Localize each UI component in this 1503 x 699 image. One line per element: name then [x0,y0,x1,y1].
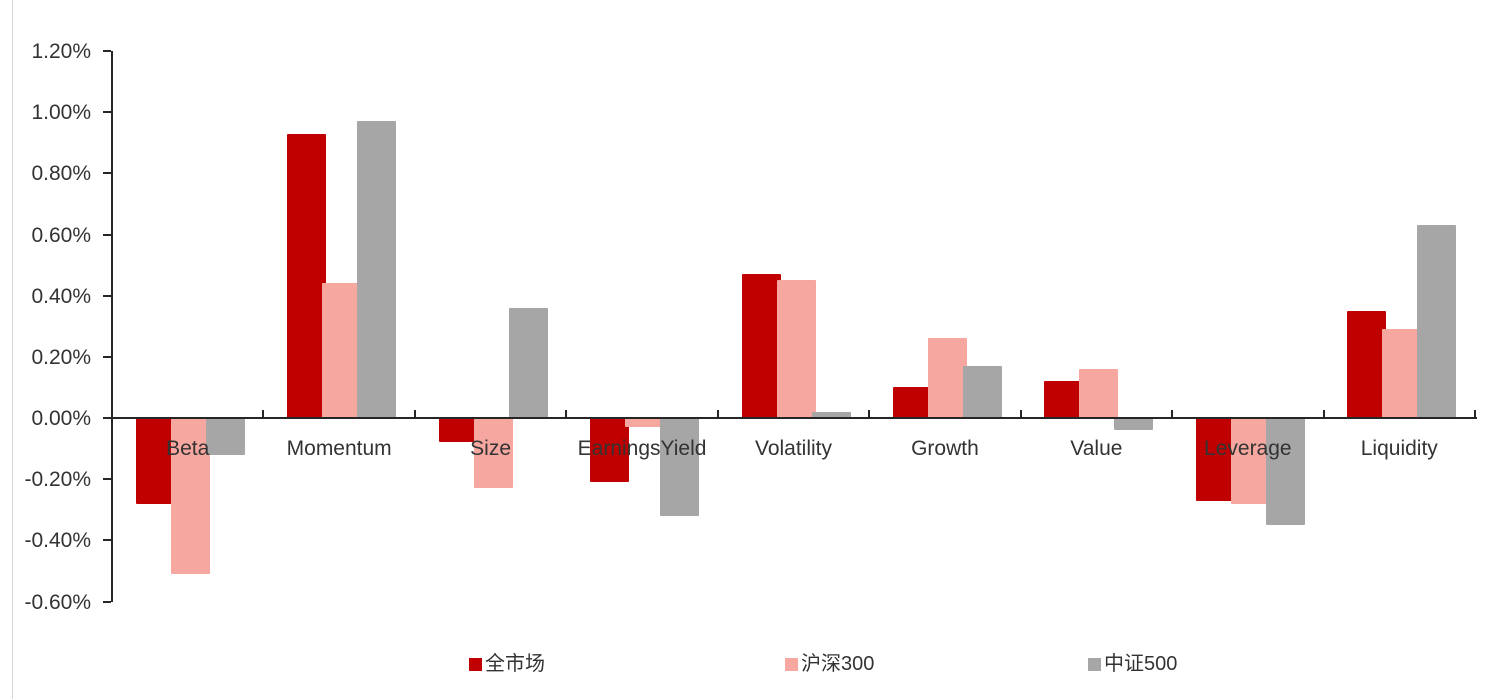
x-axis-tick [565,410,568,417]
legend-item-series0: 全市场 [469,654,545,674]
bar-momentum-series0 [287,133,327,418]
y-axis-label: -0.20% [24,468,91,492]
y-axis-label: 0.60% [31,223,91,247]
bar-earningsyield-series0 [590,418,630,483]
bar-value-series2 [1114,418,1154,431]
y-axis-label: 0.80% [31,162,91,186]
y-axis-label: -0.40% [24,529,91,553]
x-axis-tick [413,410,416,417]
x-axis-tick [262,410,265,417]
x-axis-tick [1474,410,1476,417]
bar-value-series0 [1044,381,1084,418]
category-label-beta: Beta [166,437,210,460]
x-axis-tick [1019,410,1022,417]
legend-swatch-icon [469,657,482,671]
category-label-volatility: Volatility [754,437,833,460]
bar-earningsyield-series2 [660,418,700,516]
category-label-growth: Growth [911,437,979,460]
legend-swatch-icon [1088,657,1101,671]
category-label-liquidity: Liquidity [1360,437,1438,460]
y-axis-tick [103,355,111,358]
bar-beta-series1 [170,418,210,574]
bar-liquidity-series2 [1417,225,1457,418]
bar-leverage-series2 [1265,418,1305,526]
y-axis-tick [103,50,111,52]
page-left-border [12,0,13,699]
y-axis-label: 0.00% [31,407,91,430]
legend-swatch-icon [785,657,798,671]
y-axis-tick [103,233,111,236]
bar-growth-series0 [892,387,932,418]
x-axis-tick [1171,410,1174,417]
bar-volatility-series0 [741,274,781,418]
x-axis-zero-line [112,417,1477,419]
y-axis-line [111,51,113,602]
legend-label: 全市场 [485,653,545,675]
bar-volatility-series2 [811,411,851,418]
legend-label: 中证500 [1104,653,1178,675]
category-label-momentum: Momentum [286,437,392,460]
category-label-leverage: Leverage [1204,437,1292,460]
bar-liquidity-series1 [1382,329,1422,418]
x-axis-tick [868,410,871,417]
bar-growth-series2 [962,366,1002,418]
y-axis-label: 0.40% [31,284,91,308]
y-axis-tick [103,417,111,419]
bar-volatility-series1 [776,280,816,418]
bar-leverage-series0 [1195,418,1235,501]
y-axis-tick [103,478,111,481]
bar-leverage-series1 [1230,418,1270,504]
y-axis-label: 0.20% [31,345,91,369]
category-label-value: Value [1070,437,1123,460]
bar-momentum-series2 [357,121,397,418]
y-axis-tick [103,539,111,542]
bar-earningsyield-series1 [625,418,665,428]
bar-size-series1 [473,418,513,489]
y-axis-tick [103,600,111,603]
x-axis-tick [716,410,719,417]
y-axis-label: -0.60% [24,590,91,614]
y-axis-tick [103,172,111,175]
y-axis-tick [103,111,111,114]
bar-beta-series0 [135,418,175,504]
x-axis-tick [111,410,113,417]
y-axis-label: 1.00% [31,101,91,125]
x-axis-tick [1322,410,1325,417]
category-label-size: Size [470,437,512,460]
bar-liquidity-series0 [1347,310,1387,418]
y-axis-tick [103,294,111,297]
bar-momentum-series1 [322,283,362,418]
bar-size-series2 [508,307,548,418]
bar-value-series1 [1079,369,1119,418]
category-label-earningsyield: EarningsYield [577,437,707,460]
y-axis-label: 1.20% [31,40,91,63]
bar-beta-series2 [205,418,245,455]
legend-item-series2: 中证500 [1088,654,1177,674]
legend-item-series1: 沪深300 [785,654,874,674]
bar-growth-series1 [927,338,967,418]
legend-label: 沪深300 [801,653,875,675]
bar-size-series0 [438,418,478,443]
